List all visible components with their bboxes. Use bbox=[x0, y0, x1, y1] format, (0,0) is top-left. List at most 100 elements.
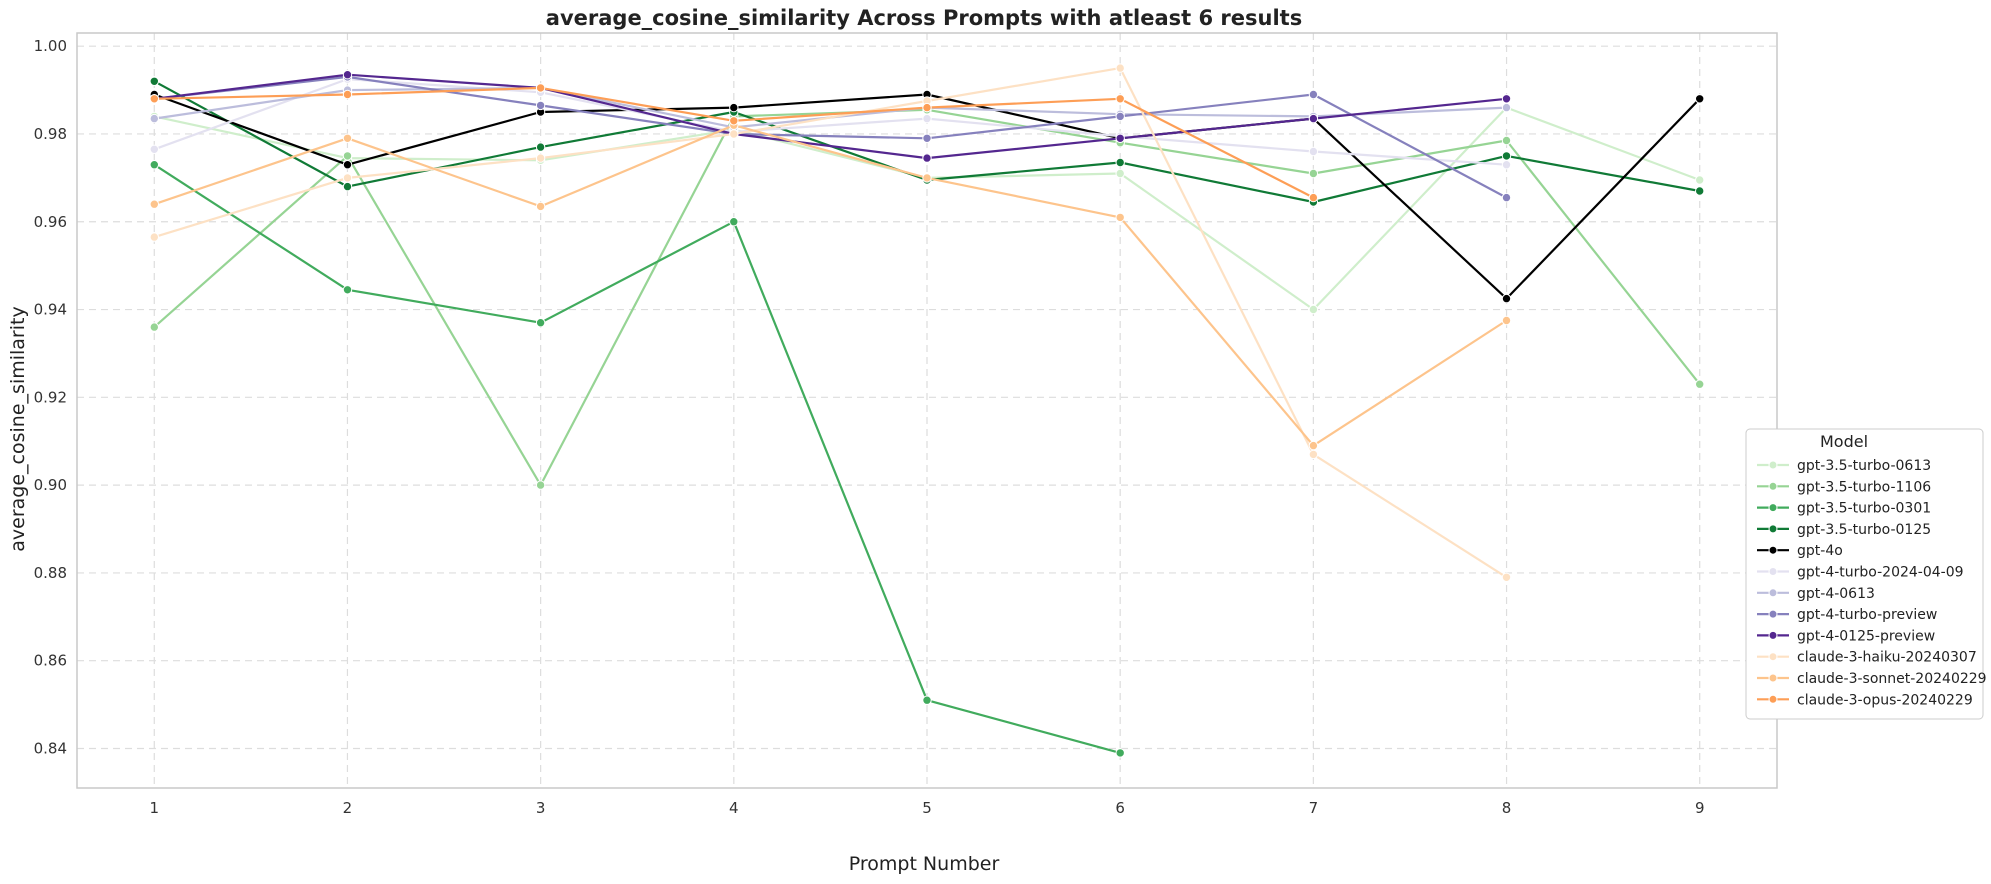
legend-swatch-marker bbox=[1768, 524, 1778, 534]
data-point bbox=[1501, 572, 1512, 582]
data-point bbox=[1115, 748, 1125, 758]
legend-swatch-marker bbox=[1768, 588, 1778, 598]
data-point bbox=[342, 285, 353, 295]
legend-label: gpt-3.5-turbo-0301 bbox=[1797, 501, 1931, 517]
data-point bbox=[1115, 168, 1125, 179]
legend-label: gpt-3.5-turbo-0613 bbox=[1797, 458, 1931, 474]
data-point bbox=[1115, 63, 1125, 73]
legend-item: claude-3-opus-20240229 bbox=[1757, 692, 1973, 708]
legend-swatch-marker bbox=[1768, 567, 1778, 576]
data-point bbox=[1115, 94, 1125, 104]
data-point bbox=[1695, 379, 1705, 389]
series-gpt-3.5-turbo-0301 bbox=[149, 160, 1125, 758]
legend-item: gpt-3.5-turbo-0125 bbox=[1757, 522, 1931, 538]
data-point bbox=[1308, 304, 1319, 315]
data-point bbox=[149, 199, 160, 209]
series-line-gpt-4-0125-preview bbox=[154, 73, 1507, 160]
series-gpt-4o bbox=[149, 89, 1705, 304]
x-axis-title: Prompt Number bbox=[849, 853, 1000, 875]
data-point bbox=[1115, 157, 1125, 168]
legend-label: claude-3-sonnet-20240229 bbox=[1797, 671, 1987, 687]
legend-item: gpt-4-0613 bbox=[1757, 586, 1875, 602]
data-point bbox=[1501, 160, 1512, 170]
legend-label: gpt-4-0613 bbox=[1797, 586, 1875, 602]
y-tick-label: 1.00 bbox=[34, 37, 67, 55]
data-point bbox=[342, 181, 353, 192]
data-point bbox=[1308, 192, 1319, 203]
y-tick-label: 0.98 bbox=[34, 125, 67, 143]
data-point bbox=[535, 201, 546, 212]
legend-swatch-marker bbox=[1768, 609, 1778, 619]
data-point bbox=[342, 70, 353, 80]
chart-title: average_cosine_similarity Across Prompts… bbox=[546, 6, 1302, 30]
legend-label: gpt-3.5-turbo-1106 bbox=[1797, 479, 1931, 495]
legend-swatch-marker bbox=[1768, 503, 1778, 513]
data-point bbox=[342, 89, 353, 100]
data-point bbox=[1695, 186, 1705, 196]
legend-swatch-marker bbox=[1768, 630, 1778, 640]
data-point bbox=[342, 133, 353, 144]
legend-item: claude-3-sonnet-20240229 bbox=[1757, 671, 1987, 687]
legend-item: gpt-4o bbox=[1757, 543, 1843, 559]
data-point bbox=[922, 113, 932, 124]
data-point bbox=[1695, 175, 1705, 185]
y-tick-label: 0.90 bbox=[34, 476, 67, 494]
legend-item: gpt-3.5-turbo-1106 bbox=[1757, 479, 1931, 495]
data-point bbox=[729, 116, 739, 126]
legend-label: claude-3-haiku-20240307 bbox=[1797, 650, 1977, 666]
legend-label: gpt-4-turbo-preview bbox=[1797, 607, 1937, 623]
series-claude-3-haiku-20240307 bbox=[149, 63, 1512, 582]
legend-item: claude-3-haiku-20240307 bbox=[1757, 650, 1977, 666]
legend-items: gpt-3.5-turbo-0613 gpt-3.5-turbo-1106 gpt-… bbox=[1757, 458, 1987, 708]
legend-swatch-marker bbox=[1768, 481, 1778, 491]
legend-item: gpt-4-turbo-preview bbox=[1757, 607, 1937, 623]
data-point bbox=[922, 695, 932, 705]
x-tick-label: 2 bbox=[343, 799, 353, 817]
data-point bbox=[729, 102, 739, 113]
data-point bbox=[922, 153, 932, 163]
x-tick-label: 5 bbox=[922, 799, 932, 817]
data-point bbox=[535, 480, 546, 490]
data-point bbox=[1308, 449, 1319, 460]
data-point bbox=[342, 160, 353, 170]
y-tick-label: 0.96 bbox=[34, 213, 67, 231]
data-point bbox=[922, 102, 932, 113]
tick-layer: 1 2 3 4 5 6 7 8 9 0.84 0.86 0.88 0.90 0.92 0.94 0.96 0.9… bbox=[34, 37, 1705, 817]
data-point bbox=[1115, 133, 1125, 144]
y-tick-label: 0.84 bbox=[34, 739, 67, 757]
y-tick-label: 0.88 bbox=[34, 564, 67, 582]
data-point bbox=[922, 133, 932, 144]
data-point bbox=[1501, 315, 1512, 326]
data-point bbox=[1501, 151, 1512, 161]
legend-item: gpt-3.5-turbo-0613 bbox=[1757, 458, 1931, 474]
legend-swatch-marker bbox=[1768, 545, 1778, 555]
legend: Model gpt-3.5-turbo-0613 gpt-3.5-turbo-11… bbox=[1745, 428, 1987, 720]
data-point bbox=[1695, 94, 1705, 104]
data-point bbox=[149, 322, 160, 332]
data-point bbox=[149, 232, 160, 242]
legend-label: claude-3-opus-20240229 bbox=[1797, 692, 1973, 708]
data-point bbox=[149, 144, 160, 155]
x-tick-label: 1 bbox=[149, 799, 159, 817]
legend-swatch-marker bbox=[1768, 652, 1778, 662]
data-point bbox=[1308, 440, 1319, 451]
legend-swatch-marker bbox=[1768, 694, 1778, 704]
data-point bbox=[149, 160, 160, 170]
data-point bbox=[1501, 102, 1512, 113]
data-point bbox=[535, 318, 546, 328]
legend-label: gpt-4o bbox=[1797, 543, 1843, 559]
y-tick-label: 0.86 bbox=[34, 652, 67, 670]
series-claude-3-opus-20240229 bbox=[149, 83, 1319, 203]
x-tick-label: 6 bbox=[1115, 799, 1125, 817]
y-axis-title: average_cosine_similarity bbox=[7, 306, 29, 551]
data-point bbox=[729, 129, 739, 139]
legend-label: gpt-4-0125-preview bbox=[1797, 628, 1935, 644]
data-point bbox=[1501, 293, 1512, 304]
data-point bbox=[1308, 89, 1319, 100]
data-point bbox=[535, 83, 546, 93]
data-point bbox=[535, 142, 546, 152]
y-tick-label: 0.92 bbox=[34, 388, 67, 406]
x-tick-label: 3 bbox=[536, 799, 546, 817]
